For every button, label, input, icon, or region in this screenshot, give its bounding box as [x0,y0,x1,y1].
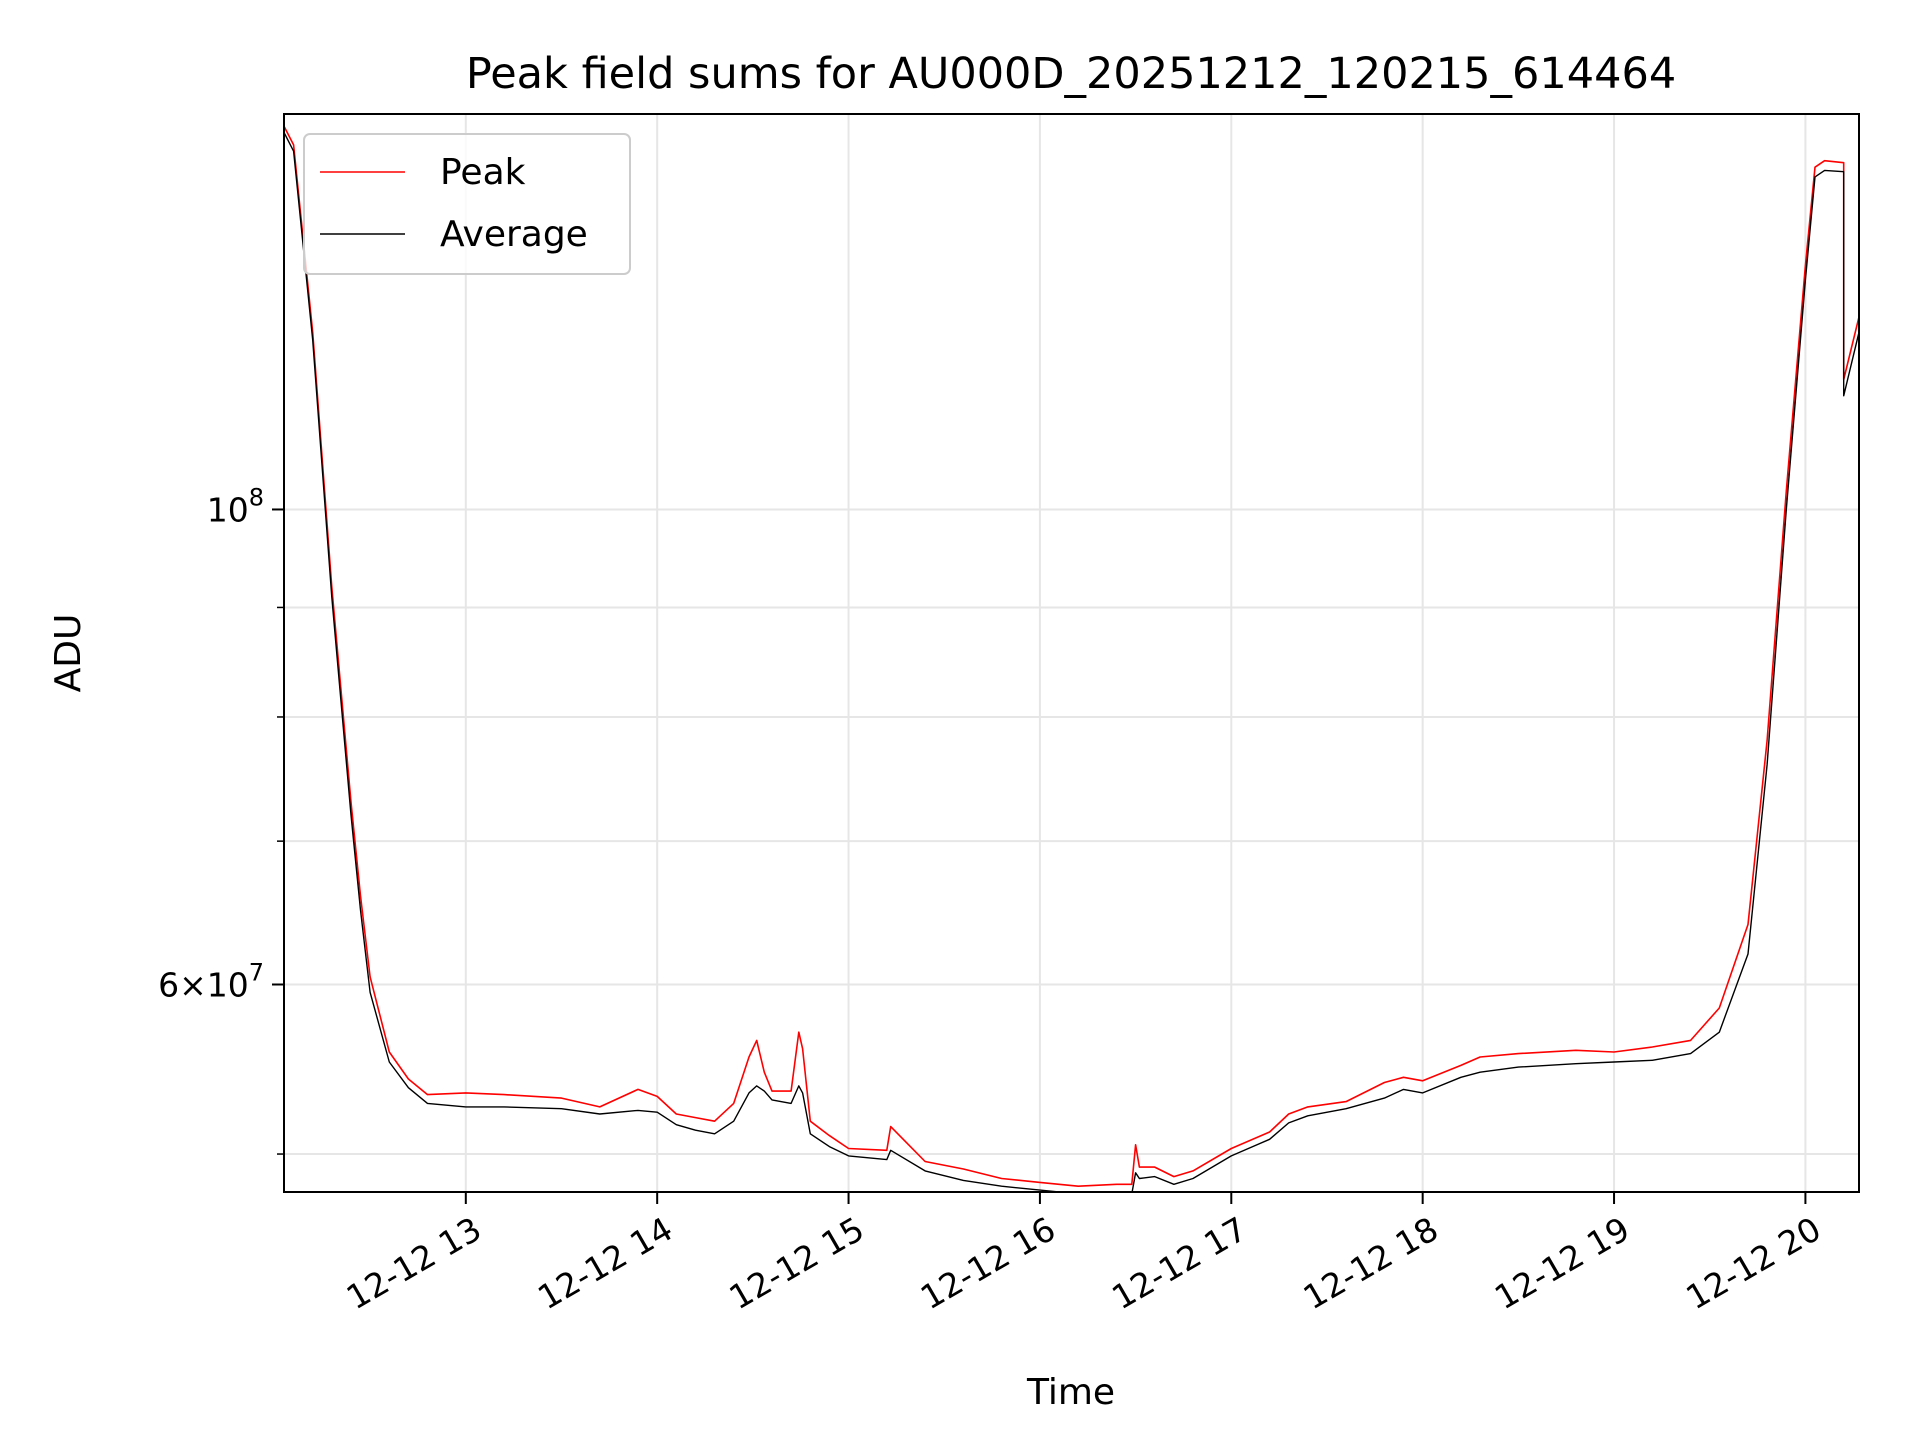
chart-title: Peak field sums for AU000D_20251212_1202… [466,49,1676,99]
y-tick-label: 6×107 [158,958,264,1004]
legend-box [303,133,631,275]
legend-label-peak: Peak [440,152,526,193]
x-axis-label: Time [1026,1372,1115,1413]
axes-frame [283,113,1860,1193]
grid [284,114,1859,1192]
legend-label-average: Average [440,214,588,255]
series-layer [284,125,1859,1192]
series-line-average [284,132,1859,1192]
plot-area [284,114,1859,1192]
legend: Peak Average [303,133,631,275]
y-tick-label: 108 [207,483,264,529]
y-axis-ticks: 6×107 108 [158,483,284,1155]
series-line-peak [284,125,1859,1187]
y-axis-label: ADU [48,614,89,693]
